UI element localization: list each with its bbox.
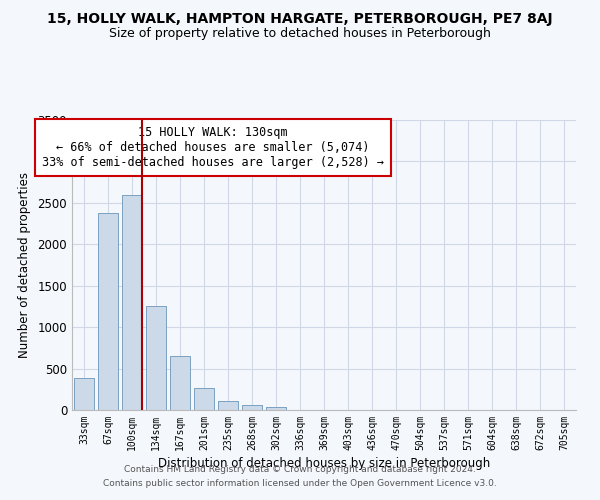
Bar	[74, 378, 94, 410]
Bar	[266, 407, 286, 410]
Bar	[242, 406, 262, 410]
Text: Contains HM Land Registry data © Crown copyright and database right 2024.
Contai: Contains HM Land Registry data © Crown c…	[103, 466, 497, 487]
Text: 15, HOLLY WALK, HAMPTON HARGATE, PETERBOROUGH, PE7 8AJ: 15, HOLLY WALK, HAMPTON HARGATE, PETERBO…	[47, 12, 553, 26]
Bar	[98, 213, 118, 410]
Bar	[146, 306, 166, 410]
Text: 15 HOLLY WALK: 130sqm
← 66% of detached houses are smaller (5,074)
33% of semi-d: 15 HOLLY WALK: 130sqm ← 66% of detached …	[42, 126, 384, 169]
Bar	[218, 401, 238, 410]
Bar	[170, 356, 190, 410]
Text: Size of property relative to detached houses in Peterborough: Size of property relative to detached ho…	[109, 28, 491, 40]
Y-axis label: Number of detached properties: Number of detached properties	[17, 172, 31, 358]
Bar	[122, 194, 142, 410]
Bar	[194, 388, 214, 410]
X-axis label: Distribution of detached houses by size in Peterborough: Distribution of detached houses by size …	[158, 457, 490, 470]
